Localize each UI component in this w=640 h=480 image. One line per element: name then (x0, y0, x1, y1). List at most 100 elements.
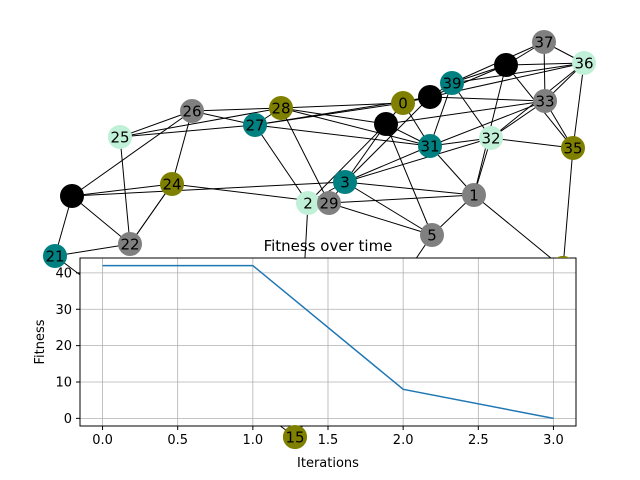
graph-edge (119, 110, 193, 138)
y-axis-label: Fitness (33, 319, 48, 364)
graph-edge (328, 202, 433, 236)
graph-node: 15 (283, 425, 307, 449)
graph-node-label: 28 (271, 100, 290, 118)
graph-node-circle (269, 96, 293, 120)
graph-node-circle (533, 89, 557, 113)
graph-edge (429, 100, 546, 147)
graph-node-label: 39 (442, 75, 461, 93)
graph-node: 31 (418, 134, 442, 158)
graph-node: 29 (317, 191, 341, 215)
graph-node-circle (418, 85, 442, 109)
graph-edge (344, 181, 433, 236)
graph-edge (119, 124, 256, 138)
graph-node-label: 35 (563, 140, 582, 158)
graph-node: 32 (479, 126, 503, 150)
network-graph: 0123515212224252627282931323335363739 (43, 30, 596, 449)
y-tick-label: 10 (55, 376, 72, 391)
graph-edge (71, 195, 131, 245)
graph-edge (505, 62, 585, 66)
graph-edge (71, 183, 173, 197)
graph-edge (171, 110, 193, 185)
graph-node-circle (561, 136, 585, 160)
graph-node: 27 (243, 113, 267, 137)
graph-edge (280, 102, 404, 109)
graph-edge (344, 181, 475, 196)
graph-node-circle (418, 134, 442, 158)
graph-node-circle (60, 184, 84, 208)
graph-node: 24 (160, 172, 184, 196)
chart-title: Fitness over time (264, 237, 393, 255)
y-tick-label: 0 (64, 412, 72, 427)
graph-node-circle (440, 71, 464, 95)
graph-node: 28 (269, 96, 293, 120)
graph-node-circle (180, 99, 204, 123)
graph-node-label: 36 (574, 55, 593, 73)
graph-node-label: 31 (420, 138, 439, 156)
x-tick-label: 0.5 (167, 433, 188, 448)
x-tick-label: 2.0 (393, 433, 414, 448)
graph-edge (307, 123, 387, 204)
y-axis-ticks: 0 10 20 30 40 (55, 266, 80, 427)
graph-node-label: 3 (340, 174, 350, 192)
graph-node-label: 29 (319, 195, 338, 213)
graph-node: 36 (572, 51, 596, 75)
graph-node-label: 33 (535, 93, 554, 111)
graph-node (374, 112, 398, 136)
x-tick-label: 3.0 (543, 433, 564, 448)
graph-nodes: 0123515212224252627282931323335363739 (43, 30, 596, 449)
graph-edge (191, 107, 282, 112)
graph-edge (451, 62, 585, 84)
graph-node-circle (420, 223, 444, 247)
graph-node: 0 (391, 91, 415, 115)
graph-edge (254, 124, 309, 204)
graph-node-circle (572, 51, 596, 75)
graph-node-circle (118, 232, 142, 256)
graph-edge (344, 145, 431, 183)
graph-node-label: 37 (534, 34, 553, 52)
graph-node-label: 5 (427, 227, 437, 245)
graph-edge (572, 62, 585, 149)
graph-edge (344, 137, 492, 183)
graph-node-label: 15 (285, 429, 304, 447)
graph-node: 25 (108, 125, 132, 149)
graph-node-circle (283, 425, 307, 449)
graph-node-circle (43, 244, 67, 268)
graph-node-label: 24 (162, 176, 181, 194)
graph-node-label: 22 (120, 236, 139, 254)
graph-node-label: 26 (182, 103, 201, 121)
graph-node-label: 0 (398, 95, 408, 113)
graph-node: 22 (118, 232, 142, 256)
graph-node-circle (391, 91, 415, 115)
graph-edge (254, 102, 404, 126)
graph-node: 26 (180, 99, 204, 123)
y-tick-label: 20 (55, 339, 72, 354)
graph-node (60, 184, 84, 208)
graph-edge (473, 194, 564, 269)
graph-node-circle (296, 191, 320, 215)
graph-node (418, 85, 442, 109)
x-axis-ticks: 0.0 0.5 1.0 1.5 2.0 2.5 3.0 (92, 426, 564, 448)
graph-edge (280, 107, 387, 125)
graph-node: 5 (420, 223, 444, 247)
grid-lines (80, 258, 576, 426)
graph-edge (280, 107, 431, 147)
graph-node: 21 (43, 244, 67, 268)
graph-node: 33 (533, 89, 557, 113)
graph-node: 39 (440, 71, 464, 95)
y-tick-label: 40 (55, 266, 72, 281)
graph-node-label: 2 (303, 195, 313, 213)
graph-node-circle (317, 191, 341, 215)
graph-edge (54, 243, 131, 257)
graph-edge (385, 123, 433, 236)
x-tick-label: 0.0 (92, 433, 113, 448)
x-tick-label: 2.5 (468, 433, 489, 448)
graph-node: 37 (532, 30, 556, 54)
x-tick-label: 1.5 (318, 433, 339, 448)
graph-node-circle (333, 170, 357, 194)
graph-node: 35 (561, 136, 585, 160)
graph-node-circle (494, 53, 518, 77)
graph-node-label: 1 (469, 187, 479, 205)
graph-edge (280, 107, 330, 204)
graph-edge (429, 96, 546, 102)
